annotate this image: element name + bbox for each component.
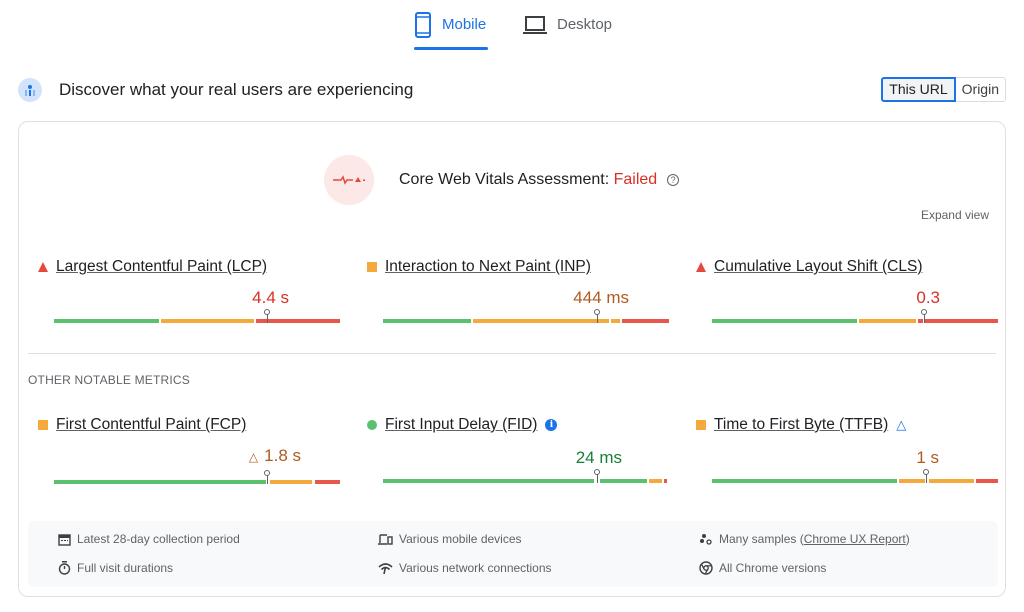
failed-pulse-icon xyxy=(324,155,374,205)
lcp-value: 4.4 s xyxy=(252,288,289,307)
active-tab-underline xyxy=(414,47,488,50)
footer-network: Various network connections xyxy=(378,561,552,575)
fid-link[interactable]: First Input Delay (FID) xyxy=(385,416,538,433)
inp-distribution-bar xyxy=(383,309,669,323)
network-icon xyxy=(378,562,393,574)
flask-icon[interactable]: △ xyxy=(896,417,907,432)
fid-value: 24 ms xyxy=(575,448,622,467)
p75-marker xyxy=(923,469,929,483)
assessment-label: Core Web Vitals Assessment: xyxy=(399,171,614,188)
chrome-ux-report-link[interactable]: Chrome UX Report xyxy=(803,532,906,546)
poor-triangle-icon xyxy=(38,262,48,272)
this-url-button[interactable]: This URL xyxy=(881,77,956,102)
metric-fid: First Input Delay (FID) i xyxy=(367,416,667,434)
inp-value: 444 ms xyxy=(573,288,629,307)
lcp-distribution-bar xyxy=(54,309,340,323)
footer-samples: Many samples (Chrome UX Report) xyxy=(699,532,910,546)
footer-devices: Various mobile devices xyxy=(378,532,522,546)
warning-icon: △ xyxy=(248,450,259,464)
tab-mobile[interactable]: Mobile xyxy=(414,12,488,50)
info-icon[interactable]: i xyxy=(545,419,558,431)
section-title: Discover what your real users are experi… xyxy=(59,80,414,99)
fcp-value: 1.8 s xyxy=(264,446,301,465)
needs-improvement-square-icon xyxy=(367,262,377,272)
footer-collection-period: Latest 28-day collection period xyxy=(58,532,240,546)
assessment-text: Core Web Vitals Assessment: Failed? xyxy=(399,171,680,189)
timer-icon xyxy=(58,561,71,575)
tab-desktop-label: Desktop xyxy=(557,16,613,33)
cwv-assessment: Core Web Vitals Assessment: Failed? xyxy=(324,155,680,205)
ttfb-value: 1 s xyxy=(916,448,939,467)
poor-triangle-icon xyxy=(696,262,706,272)
users-chart-icon xyxy=(18,78,42,102)
metric-lcp: Largest Contentful Paint (LCP) xyxy=(38,258,338,276)
assessment-status: Failed xyxy=(613,171,658,188)
device-tabs: Mobile Desktop xyxy=(0,0,1024,52)
metric-ttfb: Time to First Byte (TTFB) △ xyxy=(696,416,996,434)
lcp-link[interactable]: Largest Contentful Paint (LCP) xyxy=(56,258,268,275)
expand-view-link[interactable]: Expand view xyxy=(920,208,989,222)
cls-distribution-bar xyxy=(712,309,998,323)
needs-improvement-square-icon xyxy=(38,420,48,430)
crux-header: Discover what your real users are experi… xyxy=(18,76,1006,104)
good-circle-icon xyxy=(367,420,377,430)
p75-marker xyxy=(594,309,600,323)
fid-distribution-bar xyxy=(383,469,669,483)
devices-icon xyxy=(378,533,393,545)
samples-icon xyxy=(700,533,712,545)
needs-improvement-square-icon xyxy=(696,420,706,430)
ttfb-distribution-bar xyxy=(712,469,998,483)
fcp-link[interactable]: First Contentful Paint (FCP) xyxy=(56,416,247,433)
p75-marker xyxy=(264,309,270,323)
other-metrics-heading: OTHER NOTABLE METRICS xyxy=(28,373,190,387)
footer-chrome-versions: All Chrome versions xyxy=(699,561,826,575)
metric-inp: Interaction to Next Paint (INP) xyxy=(367,258,667,276)
metric-fcp: First Contentful Paint (FCP) xyxy=(38,416,338,434)
tab-desktop[interactable]: Desktop xyxy=(523,12,612,50)
cwv-card: Core Web Vitals Assessment: Failed? Expa… xyxy=(18,121,1006,597)
footer-visit-durations: Full visit durations xyxy=(58,561,173,575)
calendar-icon xyxy=(58,533,71,546)
metric-cls: Cumulative Layout Shift (CLS) xyxy=(696,258,996,276)
p75-marker xyxy=(594,469,600,483)
inp-link[interactable]: Interaction to Next Paint (INP) xyxy=(385,258,591,275)
fcp-value-wrap: △ 1.8 s xyxy=(219,446,301,466)
fcp-distribution-bar xyxy=(54,470,340,484)
laptop-icon xyxy=(523,16,547,34)
data-source-footer: Latest 28-day collection period Various … xyxy=(28,521,998,587)
cls-value: 0.3 xyxy=(916,288,940,307)
cls-link[interactable]: Cumulative Layout Shift (CLS) xyxy=(714,258,923,275)
section-divider xyxy=(28,353,996,354)
ttfb-link[interactable]: Time to First Byte (TTFB) xyxy=(714,416,889,433)
p75-marker xyxy=(921,309,927,323)
tab-mobile-label: Mobile xyxy=(442,16,487,33)
p75-marker xyxy=(264,470,270,484)
smartphone-icon xyxy=(415,12,431,38)
chrome-icon xyxy=(699,561,713,575)
origin-button[interactable]: Origin xyxy=(955,77,1006,102)
scope-toggle: This URL Origin xyxy=(881,77,1006,102)
help-icon[interactable]: ? xyxy=(667,174,680,186)
